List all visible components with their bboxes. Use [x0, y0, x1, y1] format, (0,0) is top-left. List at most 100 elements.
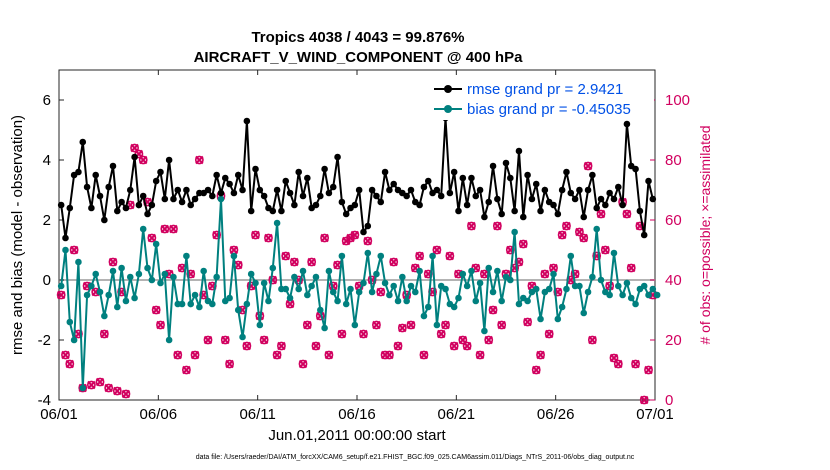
obs-possible-point	[272, 350, 282, 360]
rmse-point	[79, 138, 87, 146]
rmse-point	[148, 201, 156, 209]
obs-assimilated-point	[544, 329, 554, 339]
obs-assimilated-point	[113, 386, 122, 396]
y-tick-label: 2	[43, 212, 51, 229]
bias-point	[507, 276, 514, 284]
bias-point	[178, 300, 186, 308]
obs-assimilated-point	[449, 341, 459, 351]
rmse-point	[502, 159, 510, 167]
rmse-point	[567, 189, 575, 197]
bias-point	[139, 225, 147, 233]
obs-assimilated-point	[350, 230, 360, 240]
bias-point	[312, 273, 320, 281]
bias-point	[450, 303, 458, 311]
obs-possible-point	[376, 287, 386, 297]
obs-assimilated-point	[631, 359, 640, 369]
rmse-point	[537, 207, 544, 215]
rmse-point	[524, 171, 531, 179]
obs-possible-point	[644, 365, 653, 375]
rmse-point	[209, 192, 216, 200]
obs-assimilated-point	[104, 383, 113, 393]
rmse-point	[217, 189, 225, 197]
obs-possible-point	[484, 335, 494, 345]
bias-point	[114, 303, 121, 311]
obs-assimilated-point	[307, 257, 316, 267]
bias-point	[122, 297, 130, 305]
legend-rmse-label: rmse grand pr = 2.9421	[467, 81, 623, 98]
rmse-point	[101, 216, 108, 224]
y-axis-right: 0 20 40 60 80 100	[650, 92, 690, 409]
rmse-point	[494, 195, 501, 203]
rmse-point	[485, 198, 493, 206]
obs-assimilated-point	[480, 269, 489, 279]
rmse-point	[619, 201, 626, 209]
rmse-point	[373, 192, 380, 200]
obs-assimilated-point	[203, 335, 213, 345]
bias-point	[537, 315, 544, 323]
rmse-point	[260, 192, 268, 200]
obs-assimilated-point	[290, 257, 299, 267]
bias-point	[342, 300, 350, 308]
rmse-point	[368, 186, 376, 194]
obs-assimilated-point	[147, 233, 157, 243]
obs-assimilated-point	[562, 221, 571, 231]
bias-point	[183, 252, 190, 260]
obs-possible-point	[169, 224, 178, 234]
obs-assimilated-point	[415, 251, 424, 261]
rmse-point	[386, 186, 393, 194]
bias-point	[57, 282, 65, 290]
rmse-point	[597, 195, 605, 203]
rmse-point	[468, 174, 475, 182]
obs-possible-point	[242, 341, 252, 351]
rmse-point	[329, 183, 337, 191]
obs-possible-point	[69, 245, 79, 255]
obs-possible-point	[600, 245, 610, 255]
rmse-point	[507, 174, 514, 182]
rmse-point	[576, 186, 583, 194]
obs-assimilated-point	[221, 335, 230, 345]
rmse-point	[122, 204, 130, 212]
bias-point	[161, 270, 169, 278]
legend-rmse-marker	[444, 85, 452, 93]
bias-point	[498, 297, 505, 305]
obs-assimilated-point	[65, 359, 75, 369]
obs-assimilated-point	[488, 305, 498, 315]
bias-point	[576, 282, 583, 290]
obs-assimilated-point	[614, 359, 623, 369]
obs-assimilated-point	[324, 350, 334, 360]
obs-assimilated-point	[285, 299, 295, 309]
bias-point	[463, 282, 471, 290]
obs-assimilated-point	[61, 350, 70, 360]
bias-point	[360, 279, 367, 287]
obs-assimilated-point	[601, 245, 610, 255]
obs-possible-point	[445, 251, 455, 261]
rmse-point	[139, 192, 147, 200]
bias-point	[88, 282, 95, 290]
rmse-point	[623, 120, 631, 128]
obs-possible-point	[298, 359, 308, 369]
obs-possible-point	[626, 263, 636, 273]
obs-possible-point	[540, 269, 550, 279]
rmse-point	[299, 192, 307, 200]
bias-series	[57, 195, 661, 392]
obs-assimilated-point	[376, 287, 385, 297]
x-tick-label: 06/06	[140, 406, 178, 423]
rmse-point	[96, 192, 104, 200]
bias-point	[589, 273, 596, 281]
obs-assimilated-point	[108, 257, 118, 267]
obs-assimilated-point	[311, 341, 321, 351]
rmse-point	[416, 201, 423, 209]
obs-possible-point	[99, 329, 109, 339]
obs-assimilated-point	[437, 329, 446, 339]
obs-possible-point	[536, 350, 545, 360]
bias-point	[455, 294, 462, 302]
obs-possible-point	[350, 230, 360, 240]
rmse-point	[269, 207, 277, 215]
obs-assimilated-point	[540, 269, 550, 279]
chart-title: Tropics 4038 / 4043 = 99.876%	[251, 29, 464, 46]
obs-possible-point	[203, 335, 213, 345]
obs-possible-point	[61, 350, 70, 360]
obs-assimilated-point	[56, 290, 66, 300]
obs-possible-point	[609, 353, 619, 363]
obs-assimilated-point	[100, 329, 109, 339]
